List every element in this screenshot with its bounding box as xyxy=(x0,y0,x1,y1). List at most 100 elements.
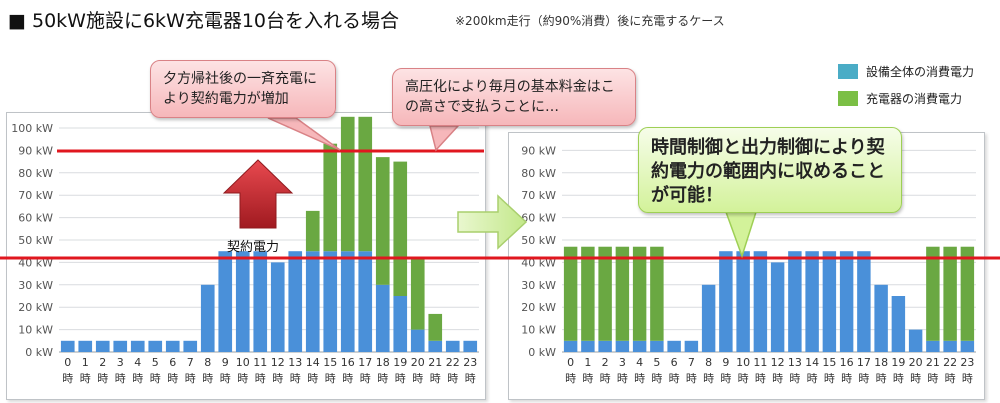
x-tick-unit: 時 xyxy=(703,372,714,385)
bar-facility xyxy=(857,251,871,352)
page-title: ■ 50kW施設に6kW充電器10台を入れる場合 xyxy=(8,10,400,32)
y-tick-label: 30 kW xyxy=(18,279,53,292)
bar-facility xyxy=(822,251,837,352)
callout-control: 時間制御と出力制御により契約電力の範囲内に収めることが可能！ xyxy=(638,127,902,213)
bar-charger xyxy=(305,210,320,252)
legend-swatch-charger xyxy=(838,91,858,106)
bar-facility xyxy=(288,251,303,352)
x-tick-unit: 時 xyxy=(858,372,869,385)
bar-facility xyxy=(340,251,355,352)
x-tick-unit: 時 xyxy=(395,372,406,385)
bar-facility xyxy=(960,340,975,352)
x-tick-unit: 時 xyxy=(893,372,904,385)
x-tick-label: 21 xyxy=(926,356,940,369)
x-tick-label: 8 xyxy=(204,356,211,369)
x-tick-unit: 時 xyxy=(290,372,301,385)
y-tick-label: 60 kW xyxy=(18,212,53,225)
y-tick-label: 30 kW xyxy=(521,279,556,292)
y-tick-label: 80 kW xyxy=(18,167,53,180)
callout-basic-charge: 高圧化により毎月の基本料金はこの高さで支払うことに… xyxy=(392,68,636,126)
scenario-note: ※200km走行（約90%消費）後に充電するケース xyxy=(455,14,725,28)
x-tick-unit: 時 xyxy=(876,372,887,385)
bar-facility xyxy=(410,329,425,352)
y-tick-label: 20 kW xyxy=(18,301,53,314)
bar-facility xyxy=(463,340,478,352)
bar-facility xyxy=(684,340,699,352)
x-tick-unit: 時 xyxy=(342,372,353,385)
bar-facility xyxy=(839,251,854,352)
bar-charger xyxy=(581,246,595,341)
x-tick-label: 0 xyxy=(567,356,574,369)
bar-facility xyxy=(113,340,128,352)
bar-charger xyxy=(375,157,390,285)
x-tick-unit: 時 xyxy=(582,372,593,385)
bar-facility xyxy=(908,329,923,352)
x-tick-label: 6 xyxy=(169,356,176,369)
x-tick-label: 5 xyxy=(653,356,660,369)
bar-facility xyxy=(183,340,198,352)
x-tick-unit: 時 xyxy=(272,372,283,385)
x-tick-label: 1 xyxy=(82,356,89,369)
x-tick-unit: 時 xyxy=(910,372,921,385)
bar-charger xyxy=(340,116,355,252)
bar-facility xyxy=(165,340,180,352)
x-tick-label: 20 xyxy=(909,356,923,369)
legend-swatch-facility xyxy=(838,64,858,79)
bar-charger xyxy=(323,143,338,252)
x-tick-label: 19 xyxy=(393,356,407,369)
bar-facility xyxy=(393,296,408,352)
callout-simultaneous-charging: 夕方帰社後の一斉充電により契約電力が増加 xyxy=(150,60,336,118)
x-tick-label: 15 xyxy=(323,356,337,369)
x-tick-label: 7 xyxy=(688,356,695,369)
x-tick-label: 17 xyxy=(857,356,871,369)
bar-facility xyxy=(701,284,716,352)
x-tick-unit: 時 xyxy=(465,372,476,385)
x-tick-unit: 時 xyxy=(307,372,318,385)
x-tick-label: 18 xyxy=(376,356,390,369)
bar-facility xyxy=(667,340,681,352)
bar-facility xyxy=(218,251,233,352)
x-tick-label: 22 xyxy=(943,356,957,369)
bar-facility xyxy=(200,284,215,352)
y-tick-label: 100 kW xyxy=(514,133,556,135)
x-tick-unit: 時 xyxy=(962,372,973,385)
x-tick-label: 22 xyxy=(446,356,460,369)
x-tick-unit: 時 xyxy=(412,372,423,385)
x-tick-unit: 時 xyxy=(237,372,248,385)
bar-facility xyxy=(805,251,819,352)
bar-facility xyxy=(305,251,320,352)
x-tick-label: 0 xyxy=(64,356,71,369)
x-tick-unit: 時 xyxy=(807,372,818,385)
x-tick-label: 3 xyxy=(619,356,626,369)
bar-charger xyxy=(598,246,612,341)
x-tick-unit: 時 xyxy=(97,372,108,385)
x-tick-unit: 時 xyxy=(62,372,73,385)
x-tick-label: 13 xyxy=(788,356,802,369)
bar-facility xyxy=(615,340,630,352)
y-tick-label: 40 kW xyxy=(18,256,53,269)
bar-facility xyxy=(926,340,940,352)
x-tick-unit: 時 xyxy=(824,372,835,385)
bar-facility xyxy=(753,251,768,352)
x-tick-unit: 時 xyxy=(600,372,611,385)
x-tick-unit: 時 xyxy=(927,372,938,385)
x-tick-label: 6 xyxy=(671,356,678,369)
legend-item-charger: 充電器の消費電力 xyxy=(838,90,974,107)
x-tick-unit: 時 xyxy=(185,372,196,385)
x-tick-unit: 時 xyxy=(132,372,143,385)
x-tick-label: 2 xyxy=(99,356,106,369)
y-tick-label: 10 kW xyxy=(18,324,53,337)
bar-facility xyxy=(770,262,785,352)
x-tick-label: 15 xyxy=(822,356,836,369)
x-tick-unit: 時 xyxy=(202,372,213,385)
y-tick-label: 70 kW xyxy=(521,189,556,202)
x-tick-label: 10 xyxy=(736,356,750,369)
x-tick-unit: 時 xyxy=(167,372,178,385)
chart-before: 0 kW 10 kW 20 kW 30 kW 40 kW 50 kW 60 kW 70 kW 8… xyxy=(11,116,479,385)
x-tick-label: 5 xyxy=(152,356,159,369)
bar-facility xyxy=(632,340,647,352)
x-tick-unit: 時 xyxy=(738,372,749,385)
y-tick-label: 0 kW xyxy=(528,346,556,359)
x-tick-label: 12 xyxy=(271,356,285,369)
bar-facility xyxy=(375,284,390,352)
